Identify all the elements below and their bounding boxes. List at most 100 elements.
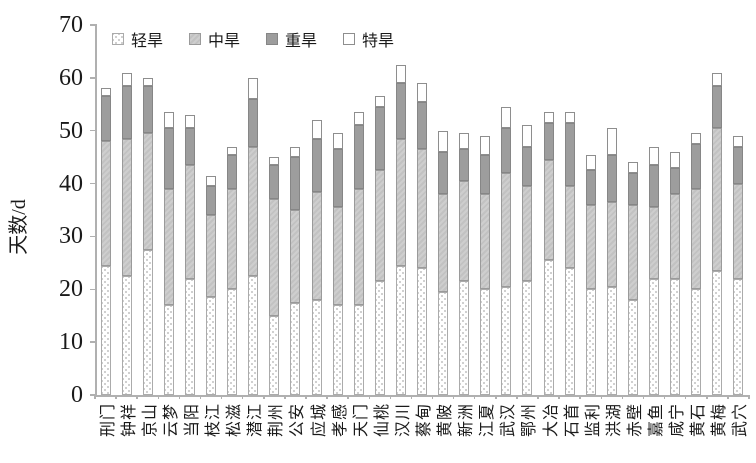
segment-light-drought: [142, 249, 153, 395]
segment-light-drought: [417, 268, 427, 395]
x-tick: [326, 395, 328, 399]
y-tick: [90, 77, 95, 79]
y-tick-label: 50: [59, 117, 83, 144]
segment-light-drought: [163, 305, 174, 395]
segment-extreme-drought: [290, 146, 301, 158]
y-tick: [90, 24, 95, 26]
segment-extreme-drought: [712, 72, 723, 86]
segment-light-drought: [438, 291, 449, 395]
segment-light-drought: [353, 305, 364, 395]
segment-moderate-drought: [269, 199, 280, 316]
bar-仙桃: [374, 25, 385, 395]
bar-新洲: [459, 25, 470, 395]
segment-severe-drought: [100, 96, 111, 142]
segment-moderate-drought: [142, 133, 153, 250]
segment-extreme-drought: [248, 77, 259, 99]
segment-light-drought: [290, 302, 301, 395]
segment-extreme-drought: [121, 72, 132, 86]
bar-枝江: [206, 25, 217, 395]
bar-当阳: [184, 25, 195, 395]
segment-extreme-drought: [417, 83, 427, 102]
segment-light-drought: [184, 278, 195, 395]
bar-荆州: [269, 25, 280, 395]
segment-severe-drought: [501, 128, 512, 173]
y-tick-label: 70: [59, 12, 83, 38]
x-tick: [410, 395, 413, 399]
x-axis-label: 武穴: [715, 397, 756, 443]
segment-extreme-drought: [564, 112, 575, 123]
segment-light-drought: [121, 276, 132, 395]
segment-severe-drought: [417, 101, 427, 150]
legend-label: 中旱: [208, 33, 241, 50]
segment-moderate-drought: [163, 188, 174, 306]
segment-moderate-drought: [290, 210, 301, 303]
bar-黄陂: [438, 25, 449, 395]
legend-item-extreme-drought: 特旱: [343, 27, 394, 51]
segment-severe-drought: [712, 85, 723, 129]
segment-light-drought: [691, 289, 702, 395]
segment-moderate-drought: [585, 204, 596, 290]
segment-moderate-drought: [606, 202, 617, 287]
y-tick-label: 60: [59, 64, 83, 91]
bar-咸宁: [670, 25, 681, 395]
x-tick: [516, 395, 518, 399]
segment-moderate-drought: [121, 138, 132, 277]
segment-severe-drought: [269, 165, 280, 200]
segment-severe-drought: [227, 154, 238, 189]
segment-moderate-drought: [480, 194, 491, 290]
segment-light-drought: [543, 260, 554, 395]
x-tick: [220, 395, 223, 399]
bar-江夏: [480, 25, 491, 395]
bar-应城: [311, 25, 322, 395]
legend-item-light-drought: 轻旱: [112, 27, 163, 51]
legend-label: 轻旱: [131, 33, 164, 50]
legend: 轻旱 中旱 重旱 特旱: [112, 27, 394, 51]
segment-severe-drought: [374, 106, 385, 171]
x-tick: [284, 395, 286, 399]
bar-嘉鱼: [649, 25, 660, 395]
segment-light-drought: [627, 299, 638, 395]
y-axis: [95, 24, 97, 395]
segment-moderate-drought: [712, 128, 723, 271]
bar-钟祥: [121, 25, 132, 395]
segment-moderate-drought: [649, 207, 660, 279]
segment-extreme-drought: [332, 133, 343, 150]
segment-severe-drought: [184, 128, 195, 166]
segment-extreme-drought: [543, 112, 554, 123]
segment-severe-drought: [564, 122, 575, 187]
legend-label: 特旱: [362, 33, 395, 50]
segment-moderate-drought: [395, 138, 406, 266]
segment-moderate-drought: [206, 215, 217, 298]
segment-moderate-drought: [543, 159, 554, 261]
bar-黄梅: [712, 25, 723, 395]
segment-light-drought: [227, 289, 238, 395]
x-tick: [537, 395, 539, 399]
segment-extreme-drought: [585, 154, 596, 171]
segment-light-drought: [206, 297, 217, 395]
segment-light-drought: [522, 281, 533, 395]
x-tick: [706, 395, 708, 399]
segment-light-drought: [649, 278, 660, 395]
bar-潜江: [248, 25, 259, 395]
segment-severe-drought: [395, 83, 406, 139]
segment-severe-drought: [438, 151, 449, 195]
x-tick: [241, 395, 244, 399]
y-tick-label: 10: [59, 329, 83, 356]
segment-extreme-drought: [269, 157, 280, 166]
segment-extreme-drought: [649, 146, 660, 166]
x-tick: [94, 395, 96, 399]
segment-light-drought: [100, 265, 111, 395]
x-tick: [642, 395, 645, 399]
segment-extreme-drought: [501, 106, 512, 129]
y-tick: [90, 394, 95, 396]
segment-severe-drought: [585, 170, 596, 205]
segment-light-drought: [501, 286, 512, 395]
segment-light-drought: [332, 305, 343, 395]
segment-light-drought: [459, 281, 470, 395]
segment-light-drought: [395, 265, 406, 395]
bar-天门: [353, 25, 364, 395]
segment-extreme-drought: [100, 88, 111, 97]
segment-moderate-drought: [522, 186, 533, 282]
segment-light-drought: [564, 268, 575, 395]
segment-extreme-drought: [522, 125, 533, 147]
